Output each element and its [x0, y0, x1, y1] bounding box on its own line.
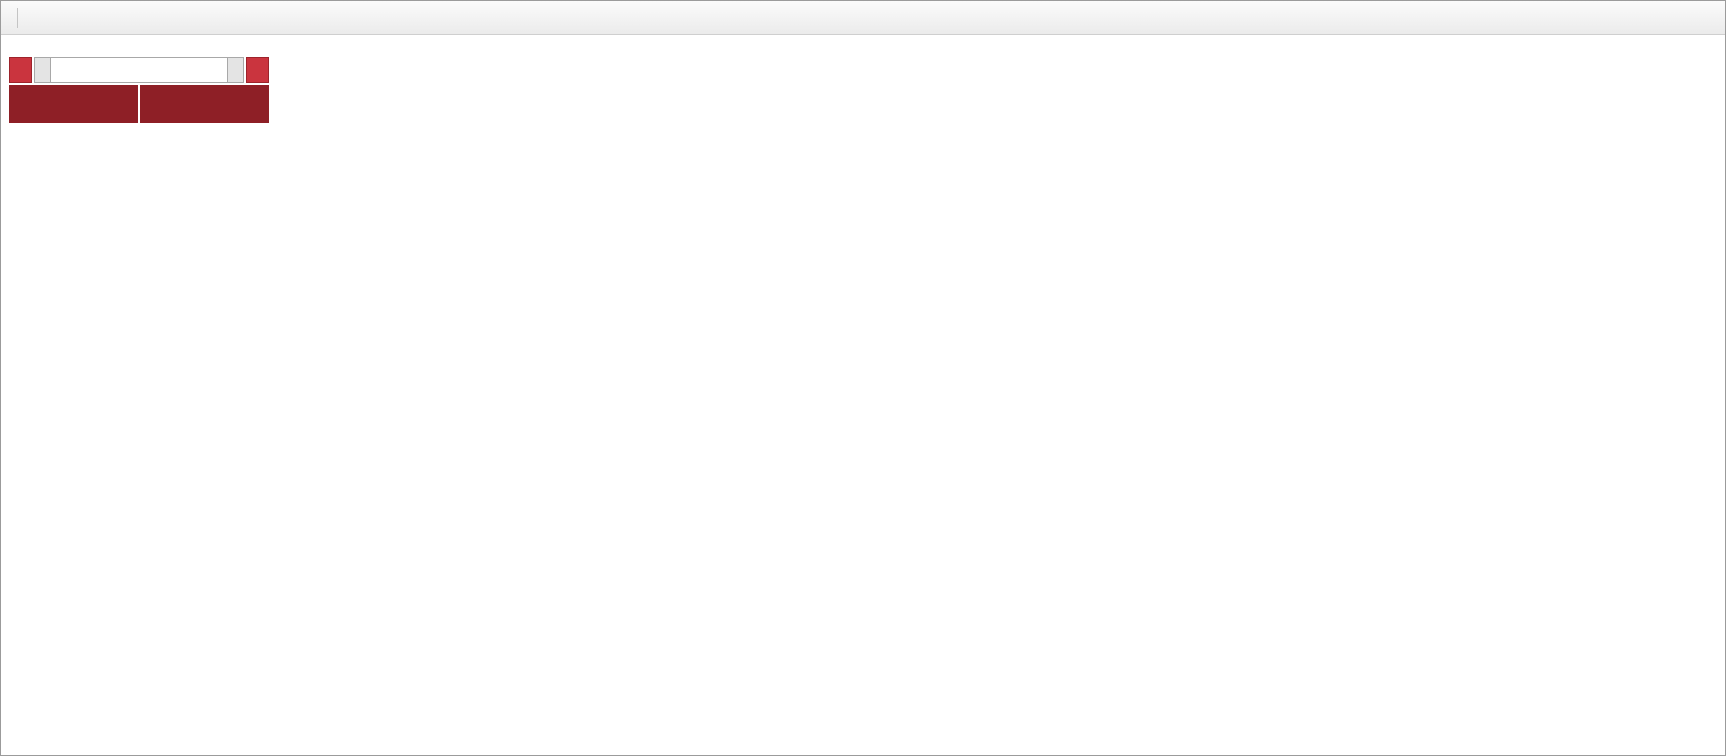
- buy-button[interactable]: [246, 57, 269, 83]
- bid-price-display: [9, 85, 138, 123]
- toolbar: [1, 1, 1725, 35]
- lot-decrease-button[interactable]: [34, 57, 51, 83]
- lot-increase-button[interactable]: [227, 57, 244, 83]
- toolbar-separator: [17, 7, 18, 28]
- price-chart-canvas[interactable]: [1, 35, 1725, 755]
- ask-price-display: [140, 85, 269, 123]
- sell-button[interactable]: [9, 57, 32, 83]
- chart-region: [1, 35, 1725, 755]
- lot-size-input[interactable]: [51, 57, 227, 83]
- lot-size-stepper: [34, 57, 244, 83]
- one-click-trading-panel: [9, 57, 269, 123]
- time-axis[interactable]: [1, 35, 1725, 755]
